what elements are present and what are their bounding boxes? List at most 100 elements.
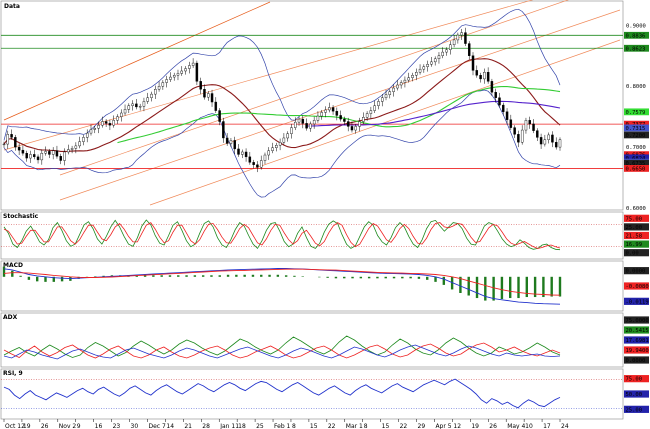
x-tick-label: 19 xyxy=(23,423,31,429)
candle-down xyxy=(252,162,255,165)
candle-up xyxy=(267,150,270,156)
candle-up xyxy=(180,70,184,74)
candle-down xyxy=(335,110,339,116)
x-tick-label: Nov 2 xyxy=(59,423,77,429)
stochastic-value-tags: 75.00 25.00 21.58 16.99 0.00 xyxy=(624,214,649,257)
price-tag-bg xyxy=(624,159,649,167)
candle-up xyxy=(286,133,289,139)
adx-tag: 0.0000 xyxy=(626,358,646,364)
adx-series-line xyxy=(3,335,561,358)
adx-pane-frame xyxy=(0,312,624,368)
candle-up xyxy=(150,93,153,98)
candle-up xyxy=(138,106,142,108)
moving-average-50-line xyxy=(117,85,561,144)
x-tick-label: 29 xyxy=(418,423,426,429)
adx-value-tags: 75.0000 20.5415 17.6981 19.9400 0.0000 xyxy=(624,316,649,364)
candle-down xyxy=(502,104,505,112)
x-tick-label: 23 xyxy=(113,423,121,429)
price-pane-frame xyxy=(0,0,624,211)
stochastic-tag-bg xyxy=(624,240,649,248)
x-tick-label: 10 xyxy=(525,423,533,429)
candle-up xyxy=(154,89,157,95)
x-tick-label: 14 xyxy=(166,423,174,429)
rsi-tag: 75.00 xyxy=(626,377,643,383)
candle-down xyxy=(305,123,308,129)
price-tag: 0.8836 xyxy=(626,33,646,39)
macd-pane-title: MACD xyxy=(3,262,23,269)
candle-up xyxy=(543,139,547,145)
bollinger-upper-line xyxy=(3,8,561,141)
candle-up xyxy=(430,61,433,65)
rsi-series-line xyxy=(3,378,561,409)
x-tick-label: 17 xyxy=(543,423,551,429)
x-tick-label: 15 xyxy=(310,423,318,429)
macd-lines xyxy=(3,268,561,305)
candle-down xyxy=(343,118,346,122)
candle-up xyxy=(445,49,448,53)
price-y-tick: 0.9000 xyxy=(626,23,646,29)
candle-down xyxy=(467,43,471,56)
stochastic-tag-bg xyxy=(624,214,649,222)
candle-up xyxy=(97,124,100,129)
candle-up xyxy=(411,75,414,78)
candle-down xyxy=(48,151,51,155)
candle-down xyxy=(505,111,509,120)
candle-down xyxy=(528,120,531,125)
candle-up xyxy=(116,116,119,121)
candle-up xyxy=(51,150,55,155)
stochastic-tag: 0.00 xyxy=(626,251,639,257)
stochastic-tag-bg xyxy=(624,223,649,231)
candle-down xyxy=(135,103,138,108)
candle-up xyxy=(418,68,422,73)
candle-up xyxy=(316,115,320,121)
x-tick-label: May 4 xyxy=(507,423,525,429)
candle-up xyxy=(358,121,361,127)
candle-up xyxy=(161,82,165,87)
x-tick-label: Dec 7 xyxy=(148,423,166,429)
candle-up xyxy=(259,160,263,168)
x-tick-label: 25 xyxy=(256,423,264,429)
price-tag: 0.6650 xyxy=(626,166,646,172)
moving-average-20-line xyxy=(3,58,561,152)
price-horizontal-levels xyxy=(1,34,623,169)
candle-down xyxy=(301,118,305,124)
candle-down xyxy=(21,149,25,154)
candle-down xyxy=(479,75,482,80)
candle-down xyxy=(536,130,539,138)
rsi-tag: 50.00 xyxy=(626,392,643,398)
candle-up xyxy=(85,132,89,138)
candle-up xyxy=(165,79,168,83)
rsi-tag-bg xyxy=(624,390,649,398)
candle-down xyxy=(509,119,513,128)
x-tick-label: Mar 1 xyxy=(346,423,363,429)
candle-down xyxy=(237,148,240,155)
x-tick-label: Feb 1 xyxy=(274,423,291,429)
candle-up xyxy=(449,44,452,50)
candle-up xyxy=(172,75,176,78)
candle-down xyxy=(222,121,225,139)
price-tag-bg xyxy=(624,44,649,52)
candle-up xyxy=(282,137,286,143)
price-y-axis: 0.9000 0.8000 0.7000 0.6000 xyxy=(626,23,646,212)
candle-down xyxy=(10,134,13,138)
candle-up xyxy=(146,97,149,102)
price-tag-bg xyxy=(624,165,649,172)
candle-up xyxy=(191,62,195,66)
candle-up xyxy=(290,127,293,134)
candle-up xyxy=(483,72,486,80)
price-y-tick: 0.7000 xyxy=(626,145,646,151)
stochastic-tag-bg xyxy=(624,231,649,240)
candle-down xyxy=(490,81,494,93)
x-tick-label: 22 xyxy=(328,423,336,429)
candle-down xyxy=(339,115,342,120)
rsi-tag-bg xyxy=(624,405,649,413)
x-tick-label: 19 xyxy=(471,423,479,429)
candle-up xyxy=(422,66,426,70)
candle-up xyxy=(101,121,104,126)
adx-lines xyxy=(3,335,561,360)
price-tag-bg xyxy=(624,131,649,139)
macd-tag: -0.0119 xyxy=(626,299,649,305)
candle-up xyxy=(392,87,395,92)
